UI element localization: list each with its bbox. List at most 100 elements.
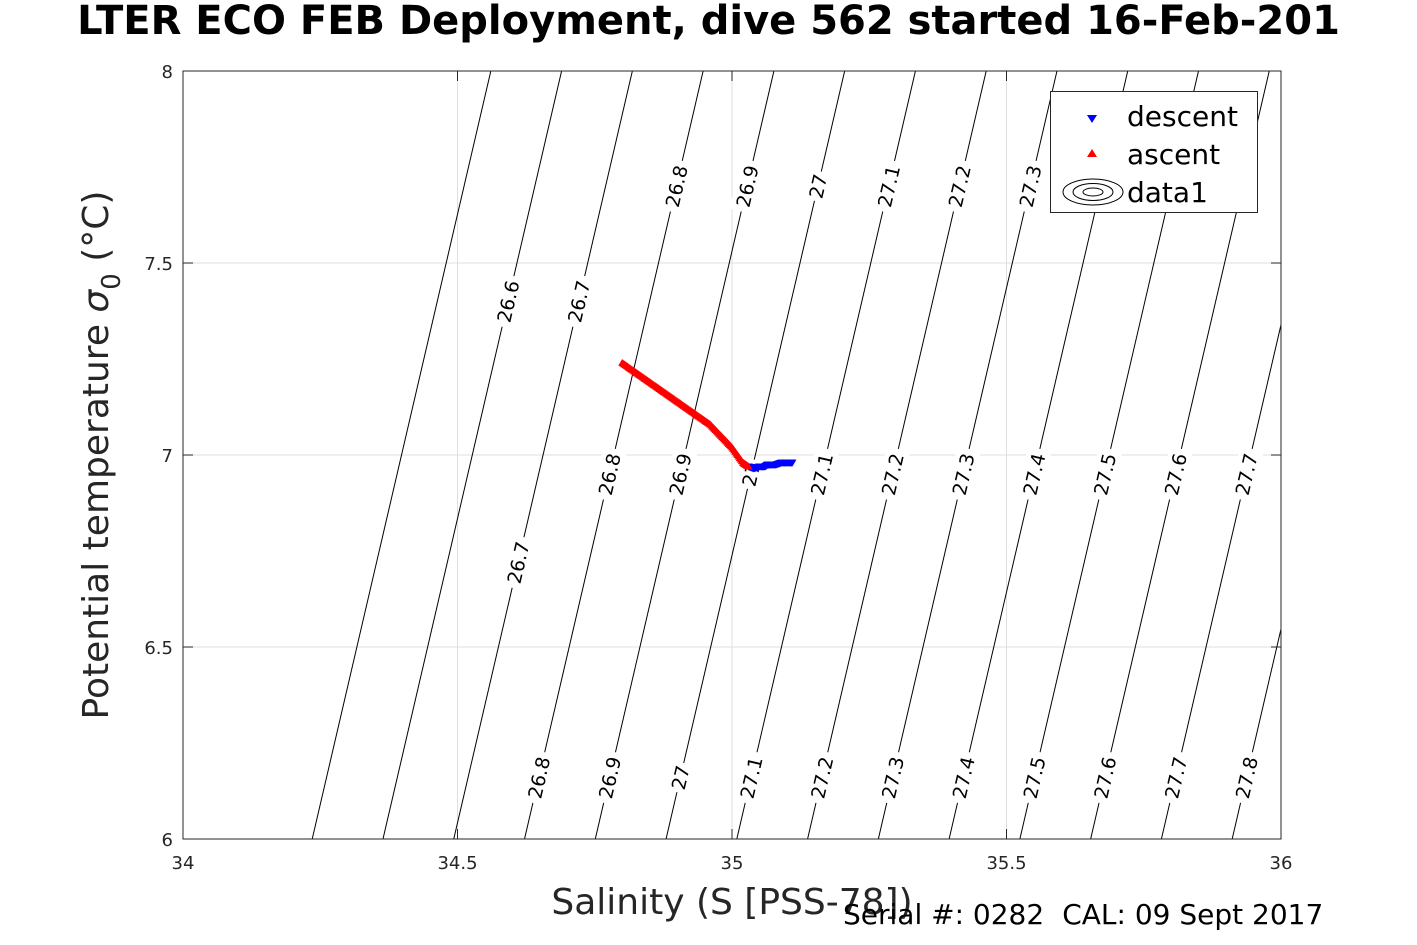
data-point — [744, 462, 753, 470]
contour-label: 27.2 — [874, 446, 910, 503]
contour-label: 27.7 — [1158, 749, 1194, 806]
contour-label-gap — [1016, 749, 1052, 806]
legend-label-descent: descent — [1127, 100, 1238, 133]
contour-label: 26.9 — [591, 749, 628, 806]
contour-label-gap — [804, 749, 840, 806]
contour-label: 27.3 — [1012, 158, 1048, 215]
legend-item-data1: data1 — [1051, 172, 1257, 210]
series-ascent — [618, 358, 753, 470]
contour-label-gap — [802, 168, 833, 204]
contour-label-gap — [1012, 158, 1048, 215]
triangle-down-icon — [1087, 115, 1097, 123]
contour-label-text: 27.7 — [1161, 755, 1192, 801]
contour-label-text: 26.8 — [662, 163, 693, 209]
contour-label-text: 27.3 — [1016, 163, 1047, 209]
data-series — [618, 358, 797, 473]
contour-label-text: 27.5 — [1020, 755, 1051, 801]
contour-label-text: 27 — [805, 172, 832, 201]
y-tick-label: 7.5 — [144, 254, 173, 275]
contour-label: 27.6 — [1087, 749, 1123, 806]
contour-label-text: 26.9 — [666, 451, 697, 497]
contour-label-text: 27.3 — [878, 755, 909, 801]
contour-label-text: 26.9 — [595, 755, 626, 801]
y-axis-label-subscript: 0 — [97, 273, 127, 290]
contour-label-text: 27.6 — [1090, 755, 1121, 801]
contour-label-text: 27.5 — [1090, 451, 1121, 497]
contour-label-text: 27.1 — [737, 755, 768, 801]
contour-label: 27.1 — [871, 158, 907, 215]
contour-label-text: 26.6 — [493, 279, 524, 325]
chart-title: LTER ECO FEB Deployment, dive 562 starte… — [77, 0, 1340, 44]
contour-label-gap — [941, 158, 977, 215]
contour-label-gap — [945, 749, 981, 806]
contour-label-gap — [1016, 446, 1052, 503]
contour-label-gap — [1087, 749, 1123, 806]
contour-line-27-9 — [1303, 71, 1417, 839]
y-axis-label: Potential temperature σ0 (°C) — [76, 191, 127, 720]
contour-label-gap — [662, 446, 698, 503]
x-tick-label: 34 — [172, 853, 195, 874]
contour-label: 26.9 — [729, 158, 765, 215]
contour-labels: 26.6 26.7 26.8 26.9 27 27.1 27.2 27.3 27.4 27.5 27… — [490, 158, 1265, 806]
contour-label-gap — [874, 446, 910, 503]
x-tick-label: 35 — [721, 853, 744, 874]
contour-label: 26.7 — [561, 273, 597, 330]
contour-label-text: 27.4 — [1019, 451, 1050, 497]
serial-number: Serial #: 0282 — [843, 898, 1045, 931]
contour-label-text: 27.2 — [945, 163, 976, 209]
contour-label-gap — [729, 158, 765, 215]
contour-label-text: 26.9 — [733, 163, 764, 209]
contour-label: 27.5 — [1087, 446, 1123, 503]
contour-label-text: 27.7 — [1232, 451, 1263, 497]
footer: Serial #: 0282 CAL: 09 Sept 2017 — [843, 898, 1323, 931]
contour-label: 26.7 — [500, 534, 536, 591]
contour-label-gap — [1157, 446, 1194, 503]
y-tick-label: 6.5 — [144, 638, 173, 659]
contour-label-gap — [875, 749, 911, 806]
contour-label-gap — [1228, 749, 1265, 806]
y-axis-label-main: Potential temperature — [76, 313, 117, 720]
contour-label: 26.8 — [521, 749, 557, 806]
contour-label: 27.5 — [1016, 749, 1052, 806]
contour-label: 26.6 — [490, 273, 526, 330]
contour-label-gap — [804, 446, 840, 503]
y-tick-label: 7 — [162, 446, 173, 467]
data-point — [788, 459, 797, 467]
contour-label: 27.2 — [804, 749, 840, 806]
contour-line-28 — [1374, 71, 1417, 839]
contour-label: 27.3 — [875, 749, 911, 806]
axis-ticks: 34 34.5 35 35.5 36 6 6.5 7 7.5 8 — [144, 62, 1292, 874]
contour-label: 27.4 — [945, 749, 981, 806]
contour-label-text: 27 — [668, 764, 695, 793]
contour-label-text: 27.6 — [1161, 451, 1192, 497]
x-axis-label: Salinity (S [PSS-78]) — [551, 882, 912, 923]
contour-label-text: 27.4 — [949, 755, 980, 801]
contour-label-text: 27.2 — [807, 755, 838, 801]
y-tick-label: 8 — [162, 62, 173, 83]
y-axis-label-unit: (°C) — [76, 191, 117, 274]
contour-label-text: 26.7 — [504, 540, 535, 586]
x-tick-label: 36 — [1270, 853, 1293, 874]
contour-line-26-6 — [382, 71, 563, 839]
contour-label: 27 — [665, 760, 696, 795]
legend: descent ascent data1 — [1050, 91, 1258, 213]
legend-item-descent: descent — [1051, 96, 1257, 134]
contour-label: 27.2 — [941, 158, 977, 215]
contour-label-text: 27.2 — [878, 451, 909, 497]
contour-label-text: 26.8 — [595, 451, 626, 497]
contour-label: 27.8 — [1228, 749, 1265, 806]
x-tick-label: 35.5 — [986, 853, 1026, 874]
contour-label-text: 26.8 — [524, 755, 555, 801]
contour-label-gap — [561, 273, 597, 330]
contour-line-26-5 — [311, 71, 492, 839]
triangle-up-icon — [1087, 149, 1097, 157]
x-tick-label: 34.5 — [437, 853, 477, 874]
y-axis-label-symbol: σ — [76, 289, 117, 313]
contour-label-text: 26.7 — [564, 279, 595, 325]
contour-label-text: 27.3 — [949, 451, 980, 497]
y-tick-label: 6 — [162, 830, 173, 851]
contour-label-gap — [521, 749, 557, 806]
contour-label-gap — [1087, 446, 1123, 503]
